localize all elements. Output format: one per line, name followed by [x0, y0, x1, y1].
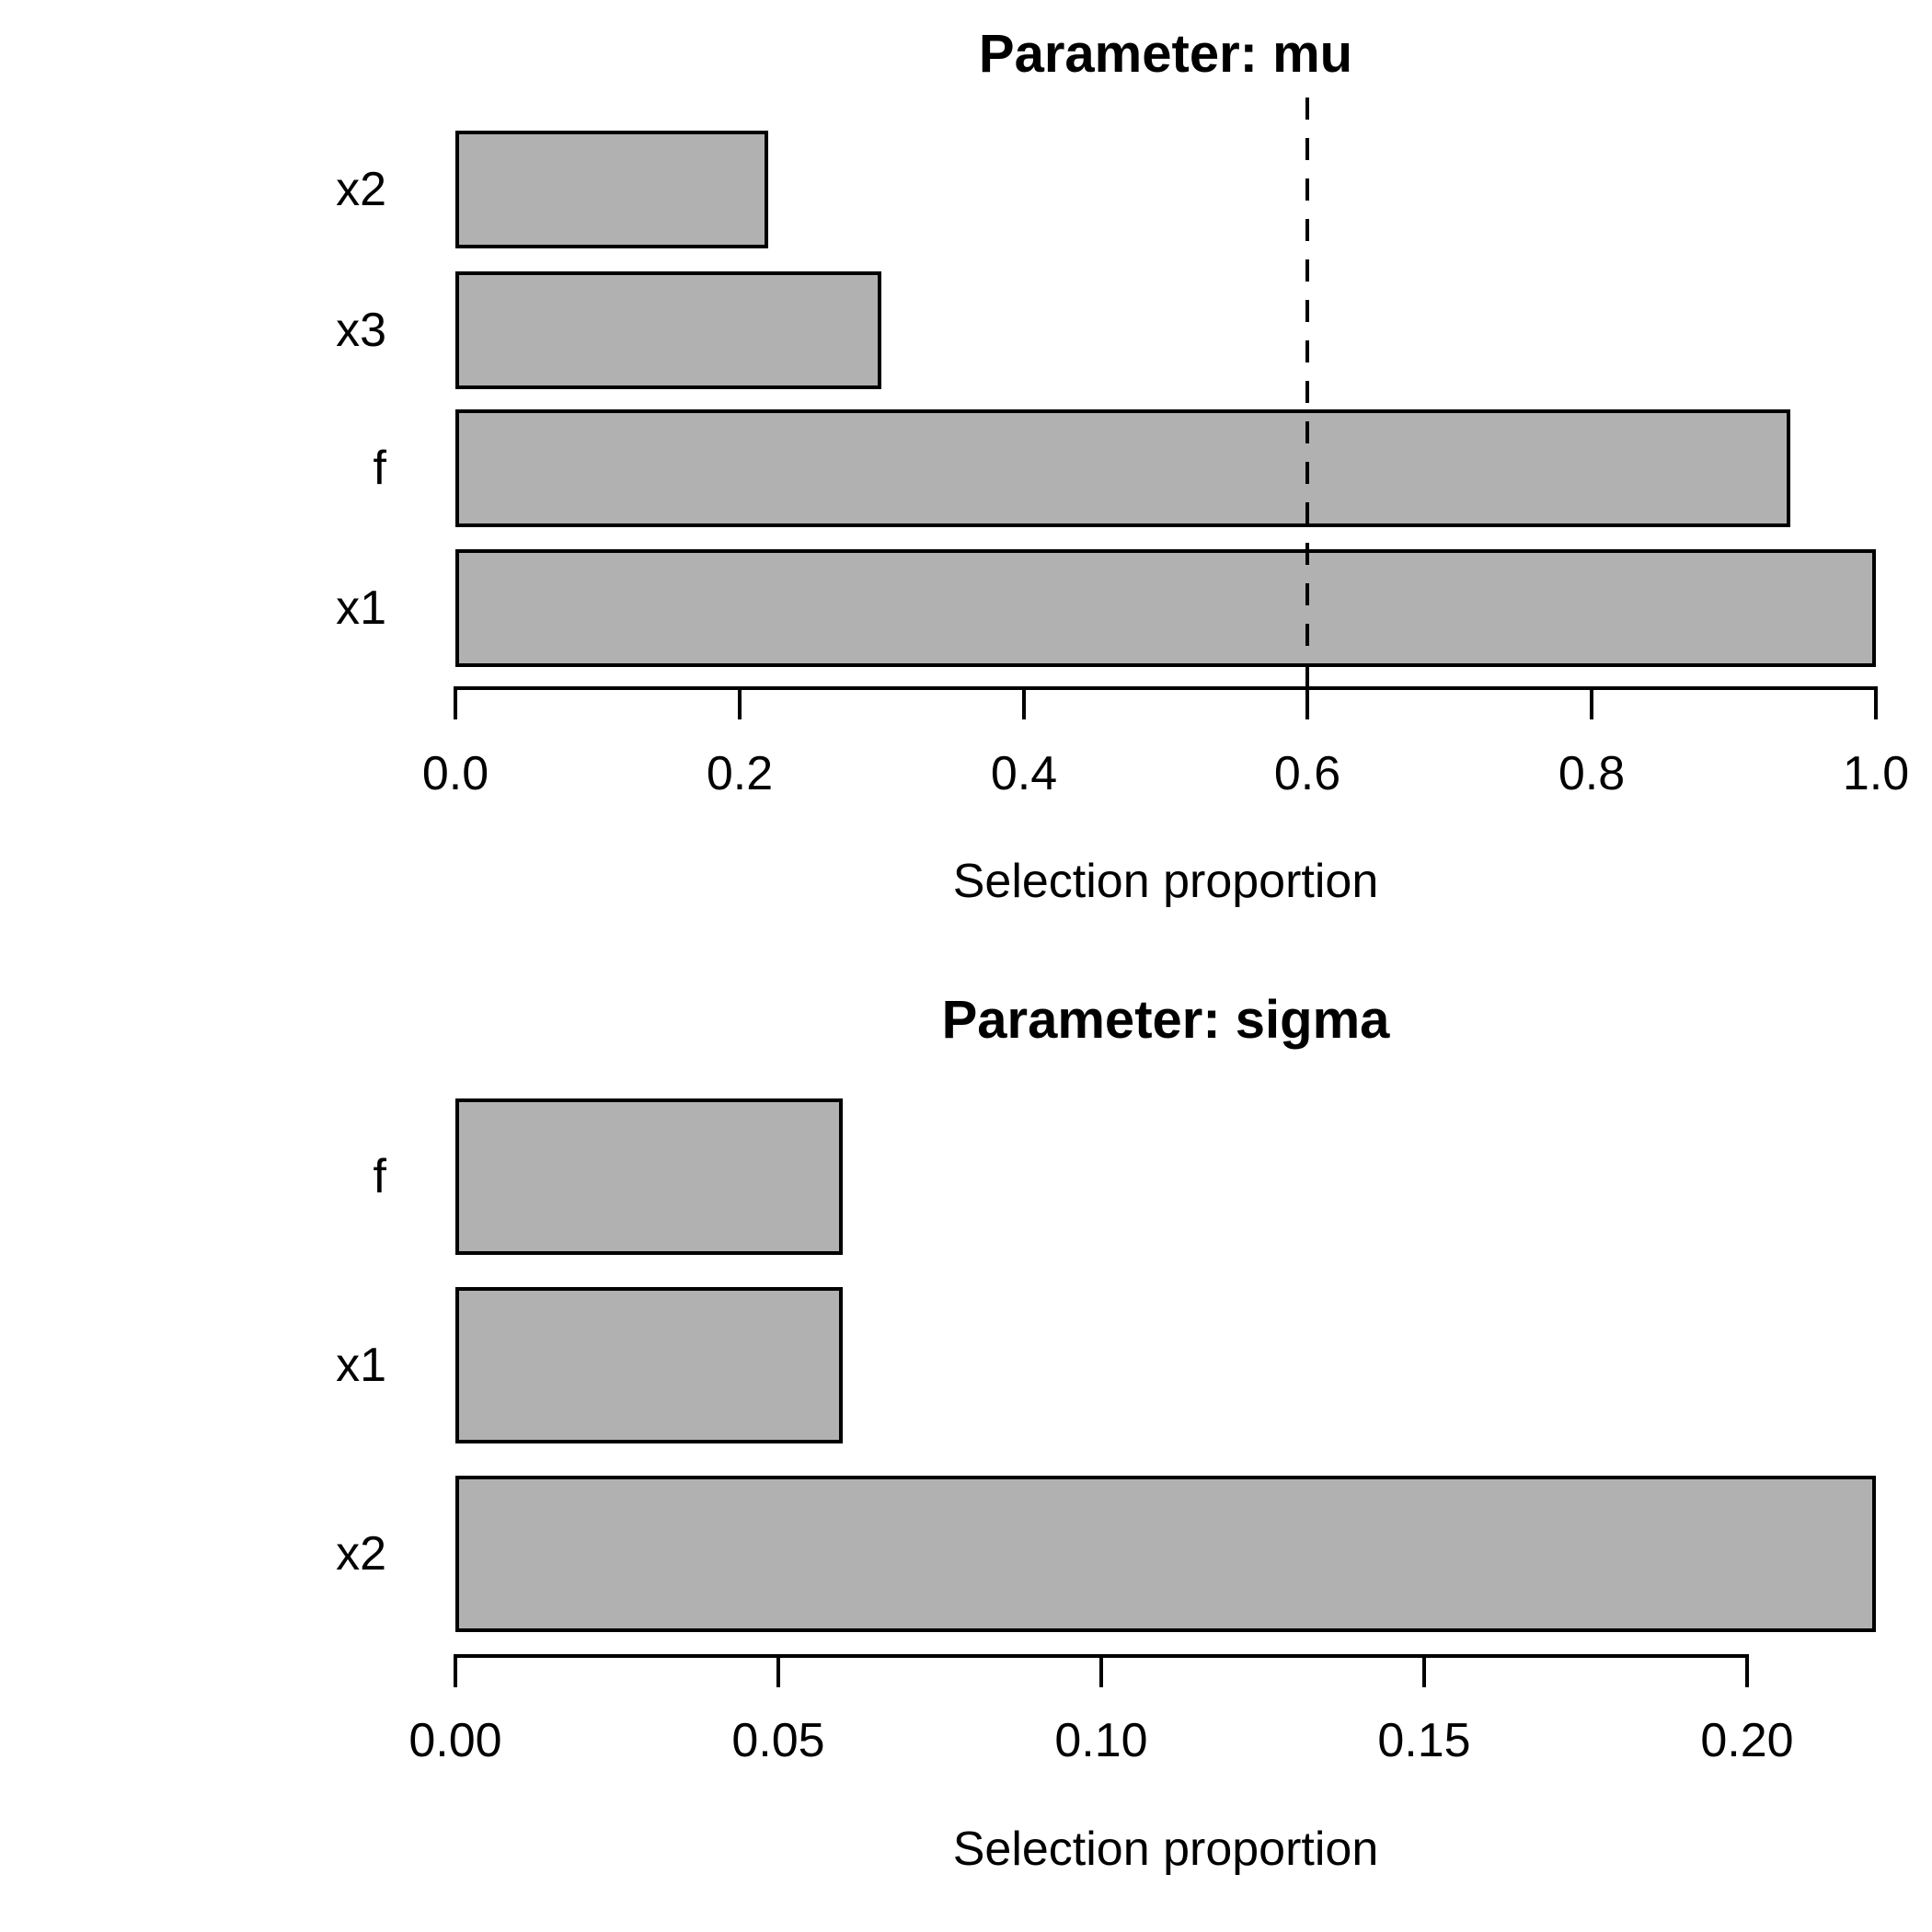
x-tick — [454, 688, 457, 719]
x-tick — [1745, 1656, 1749, 1687]
bar-x1 — [455, 1287, 843, 1443]
x-tick-label: 0.00 — [408, 1714, 502, 1767]
bar-x2 — [455, 131, 768, 248]
y-axis-label-x3: x3 — [336, 304, 386, 357]
bar-x2 — [455, 1476, 1876, 1632]
y-axis-label-f: f — [373, 442, 386, 495]
x-tick-label: 0.6 — [1273, 747, 1341, 800]
y-axis-label-x1: x1 — [336, 1339, 386, 1392]
x-tick-label: 0.05 — [731, 1714, 825, 1767]
chart-title-sigma: Parameter: sigma — [941, 990, 1390, 1050]
x-axis-title-sigma: Selection proportion — [952, 1823, 1379, 1876]
y-axis-label-x2: x2 — [336, 163, 386, 216]
threshold-line — [1305, 98, 1309, 688]
y-axis-label-f: f — [373, 1150, 386, 1203]
bar-f — [455, 409, 1790, 527]
x-tick — [1022, 688, 1026, 719]
x-tick-label: 1.0 — [1842, 747, 1910, 800]
x-tick — [738, 688, 742, 719]
x-tick-label: 0.2 — [706, 747, 774, 800]
x-tick-label: 0.10 — [1054, 1714, 1148, 1767]
x-tick-label: 0.8 — [1558, 747, 1626, 800]
y-axis-label-x2: x2 — [336, 1527, 386, 1581]
bar-x1 — [455, 549, 1876, 667]
x-tick — [1099, 1656, 1103, 1687]
x-tick — [1590, 688, 1593, 719]
chart-title-mu: Parameter: mu — [978, 24, 1353, 84]
y-axis-label-x1: x1 — [336, 581, 386, 635]
x-tick-label: 0.15 — [1377, 1714, 1471, 1767]
x-tick — [1422, 1656, 1426, 1687]
x-axis-line — [454, 686, 1878, 690]
x-tick — [776, 1656, 780, 1687]
x-axis-title-mu: Selection proportion — [952, 855, 1379, 908]
x-tick-label: 0.0 — [421, 747, 489, 800]
x-tick — [1305, 688, 1309, 719]
x-tick-label: 0.4 — [990, 747, 1058, 800]
x-tick-label: 0.20 — [1700, 1714, 1794, 1767]
x-tick — [1874, 688, 1878, 719]
x-tick — [454, 1656, 457, 1687]
bar-x3 — [455, 271, 881, 389]
bar-f — [455, 1098, 843, 1255]
